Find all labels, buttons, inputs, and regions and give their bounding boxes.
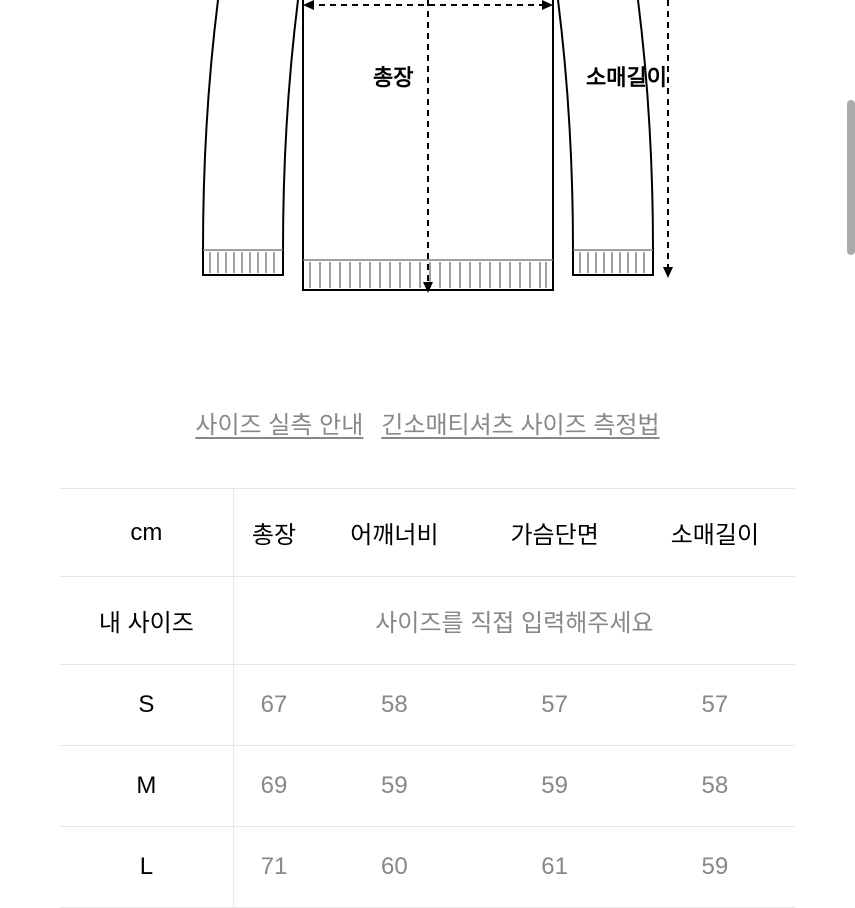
- guide-links-row: 사이즈 실측 안내 긴소매티셔츠 사이즈 측정법: [0, 405, 855, 440]
- cell-value: 58: [635, 746, 795, 827]
- cell-value: 57: [635, 665, 795, 746]
- cell-value: 59: [475, 746, 635, 827]
- cell-value: 60: [314, 827, 474, 908]
- col-header-chest: 가슴단면: [475, 489, 635, 577]
- size-row-s: S 67 58 57 57: [60, 665, 795, 746]
- cell-value: 61: [475, 827, 635, 908]
- col-header-length: 총장: [233, 489, 314, 577]
- col-header-sleeve: 소매길이: [635, 489, 795, 577]
- measurement-guide-link[interactable]: 긴소매티셔츠 사이즈 측정법: [381, 405, 659, 440]
- table-header-row: cm 총장 어깨너비 가슴단면 소매길이: [60, 489, 795, 577]
- size-diagram-area: 총장 소매길이: [0, 0, 855, 320]
- cell-value: 69: [233, 746, 314, 827]
- cell-value: 57: [475, 665, 635, 746]
- garment-diagram-svg: 총장 소매길이: [128, 0, 728, 320]
- diagram-label-length: 총장: [373, 65, 413, 90]
- cell-value: 59: [314, 746, 474, 827]
- diagram-label-sleeve: 소매길이: [586, 65, 667, 90]
- size-table-container: cm 총장 어깨너비 가슴단면 소매길이 내 사이즈 사이즈를 직접 입력해주세…: [0, 488, 855, 908]
- size-row-l: L 71 60 61 59: [60, 827, 795, 908]
- my-size-placeholder[interactable]: 사이즈를 직접 입력해주세요: [233, 577, 795, 665]
- size-label-s: S: [60, 665, 233, 746]
- col-header-shoulder: 어깨너비: [314, 489, 474, 577]
- unit-header: cm: [60, 489, 233, 577]
- size-label-l: L: [60, 827, 233, 908]
- size-label-m: M: [60, 746, 233, 827]
- size-table: cm 총장 어깨너비 가슴단면 소매길이 내 사이즈 사이즈를 직접 입력해주세…: [60, 488, 795, 908]
- cell-value: 71: [233, 827, 314, 908]
- cell-value: 67: [233, 665, 314, 746]
- cell-value: 59: [635, 827, 795, 908]
- my-size-row[interactable]: 내 사이즈 사이즈를 직접 입력해주세요: [60, 577, 795, 665]
- cell-value: 58: [314, 665, 474, 746]
- size-row-m: M 69 59 59 58: [60, 746, 795, 827]
- scrollbar-thumb[interactable]: [847, 100, 855, 255]
- my-size-label: 내 사이즈: [60, 577, 233, 665]
- size-guide-link[interactable]: 사이즈 실측 안내: [195, 405, 363, 440]
